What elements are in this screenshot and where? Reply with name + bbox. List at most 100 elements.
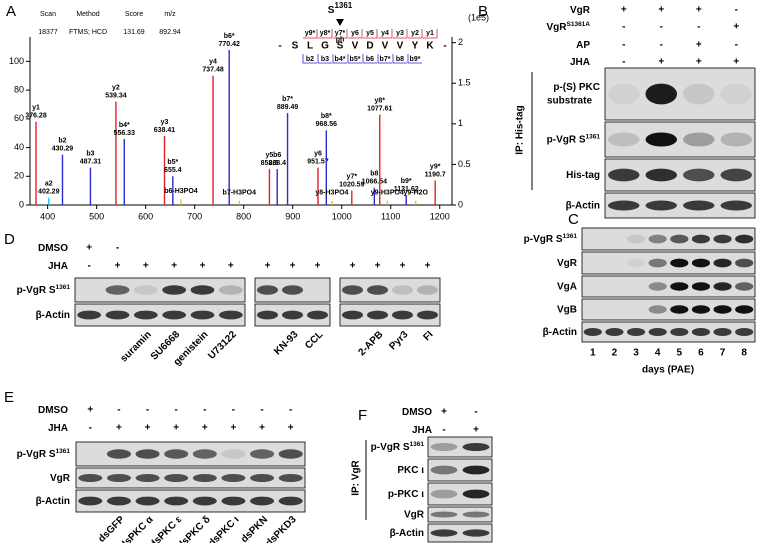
band xyxy=(282,285,303,295)
y-ion: y2 xyxy=(411,30,419,37)
treatment-mark: + xyxy=(375,261,381,272)
band xyxy=(720,168,752,182)
b-ion: b2 xyxy=(306,56,314,63)
row-label-text: p-VgR S xyxy=(547,134,586,145)
peak-mz: 1077.61 xyxy=(367,105,392,112)
band xyxy=(430,443,458,451)
band xyxy=(162,310,187,320)
ip-label: IP: His-tag xyxy=(515,105,526,154)
band xyxy=(645,200,677,211)
modification: ph xyxy=(336,36,345,43)
b-ion-bracket xyxy=(407,54,422,64)
treatment-label: JHA xyxy=(48,261,68,272)
y-ion: y5 xyxy=(366,30,374,37)
lane-label: 3 xyxy=(633,348,639,359)
row-label: p-VgR S1361 xyxy=(17,284,71,296)
band xyxy=(462,489,490,499)
row-label: VgR xyxy=(557,258,578,269)
lane-label: CCL xyxy=(303,329,325,351)
band xyxy=(462,511,490,518)
blot xyxy=(427,523,493,543)
band xyxy=(608,132,640,147)
treatment-mark: - xyxy=(622,40,625,51)
loss-peak-label: b7-H3PO4 xyxy=(223,190,257,197)
info-header: m/z xyxy=(164,11,176,18)
band xyxy=(713,305,732,314)
site-label: S1361 xyxy=(328,1,353,16)
y-ion: y4 xyxy=(381,30,389,37)
row-label-text: His-tag xyxy=(566,170,600,181)
row-label-sup: 1361 xyxy=(563,233,578,240)
x-tick-label: 600 xyxy=(138,211,153,221)
peak-mz: 655.4 xyxy=(164,167,182,174)
band xyxy=(626,234,646,244)
treatment-mark: - xyxy=(735,5,738,16)
peak-mz: 951.57 xyxy=(307,159,329,166)
lane-label: Pyr3 xyxy=(387,329,410,352)
y-ion: y9* xyxy=(305,30,316,37)
treatment-mark: + xyxy=(288,423,294,434)
loss-peak-label: y9-H3PO4 xyxy=(371,190,404,197)
band xyxy=(367,285,388,295)
blot xyxy=(75,489,306,513)
lane-label: dsPKD3 xyxy=(264,514,299,543)
treatment-label: AP xyxy=(576,40,590,51)
band xyxy=(106,449,131,459)
row-label: p-(S) PKC xyxy=(553,82,600,93)
peak-mz: 1131.62 xyxy=(394,186,419,193)
row-label-text: VgA xyxy=(557,281,577,292)
loss-peak-label: y9-H2O xyxy=(403,190,428,197)
row-label: β-Actin xyxy=(543,327,577,338)
info-value: 131.69 xyxy=(123,29,145,36)
band xyxy=(670,282,689,291)
lane-label: suramin xyxy=(119,329,154,364)
band xyxy=(720,200,752,211)
band xyxy=(608,168,640,182)
lane-label: 4 xyxy=(655,348,661,359)
peak-label: b3 xyxy=(86,151,94,158)
treatment-label-text: DMSO xyxy=(402,407,432,418)
treatment-mark: - xyxy=(697,22,700,33)
treatment-mark: + xyxy=(202,423,208,434)
band xyxy=(691,282,711,291)
treatment-label-text: VgR xyxy=(547,22,568,33)
band xyxy=(735,258,754,268)
y2-tick-label: 1 xyxy=(458,118,463,128)
row-label: p-VgR S1361 xyxy=(524,233,578,245)
lane-label: dsPKC ε xyxy=(148,514,184,543)
band xyxy=(605,328,624,336)
row-label-text: β-Actin xyxy=(36,310,70,321)
treatment-mark: - xyxy=(117,405,120,416)
y-ion: y3 xyxy=(396,30,404,37)
treatment-mark: - xyxy=(232,405,235,416)
lane-label: dsPKC δ xyxy=(176,514,213,543)
band xyxy=(735,234,754,244)
y2-tick-label: 1.5 xyxy=(458,78,471,88)
row-label: β-Actin xyxy=(36,310,70,321)
blot xyxy=(581,251,756,275)
row-label: β-Actin xyxy=(390,528,424,539)
band xyxy=(133,285,158,295)
peak-mz: 889.49 xyxy=(277,104,299,111)
band xyxy=(190,285,215,295)
treatment-mark: + xyxy=(200,261,206,272)
treatment-mark: - xyxy=(660,40,663,51)
band xyxy=(135,474,160,482)
peak-label: a2 xyxy=(45,181,53,188)
peak-label: b4* xyxy=(119,122,130,129)
peak-label: b8* xyxy=(321,113,332,120)
band xyxy=(648,234,667,244)
b-ion-bracket xyxy=(302,54,317,64)
b-ion: b3 xyxy=(321,56,329,63)
treatment-label-text: DMSO xyxy=(38,243,68,254)
loss-peak-label: b6-H3PO4 xyxy=(164,188,198,195)
band xyxy=(106,496,131,506)
band xyxy=(77,310,102,320)
row-label-text: p-VgR S xyxy=(524,234,563,245)
y-ion: y6 xyxy=(351,30,359,37)
treatment-mark: - xyxy=(203,405,206,416)
panel-label: D xyxy=(4,231,15,248)
b-ion: b7* xyxy=(380,56,391,63)
treatment-mark: + xyxy=(86,243,92,254)
band xyxy=(78,496,103,506)
